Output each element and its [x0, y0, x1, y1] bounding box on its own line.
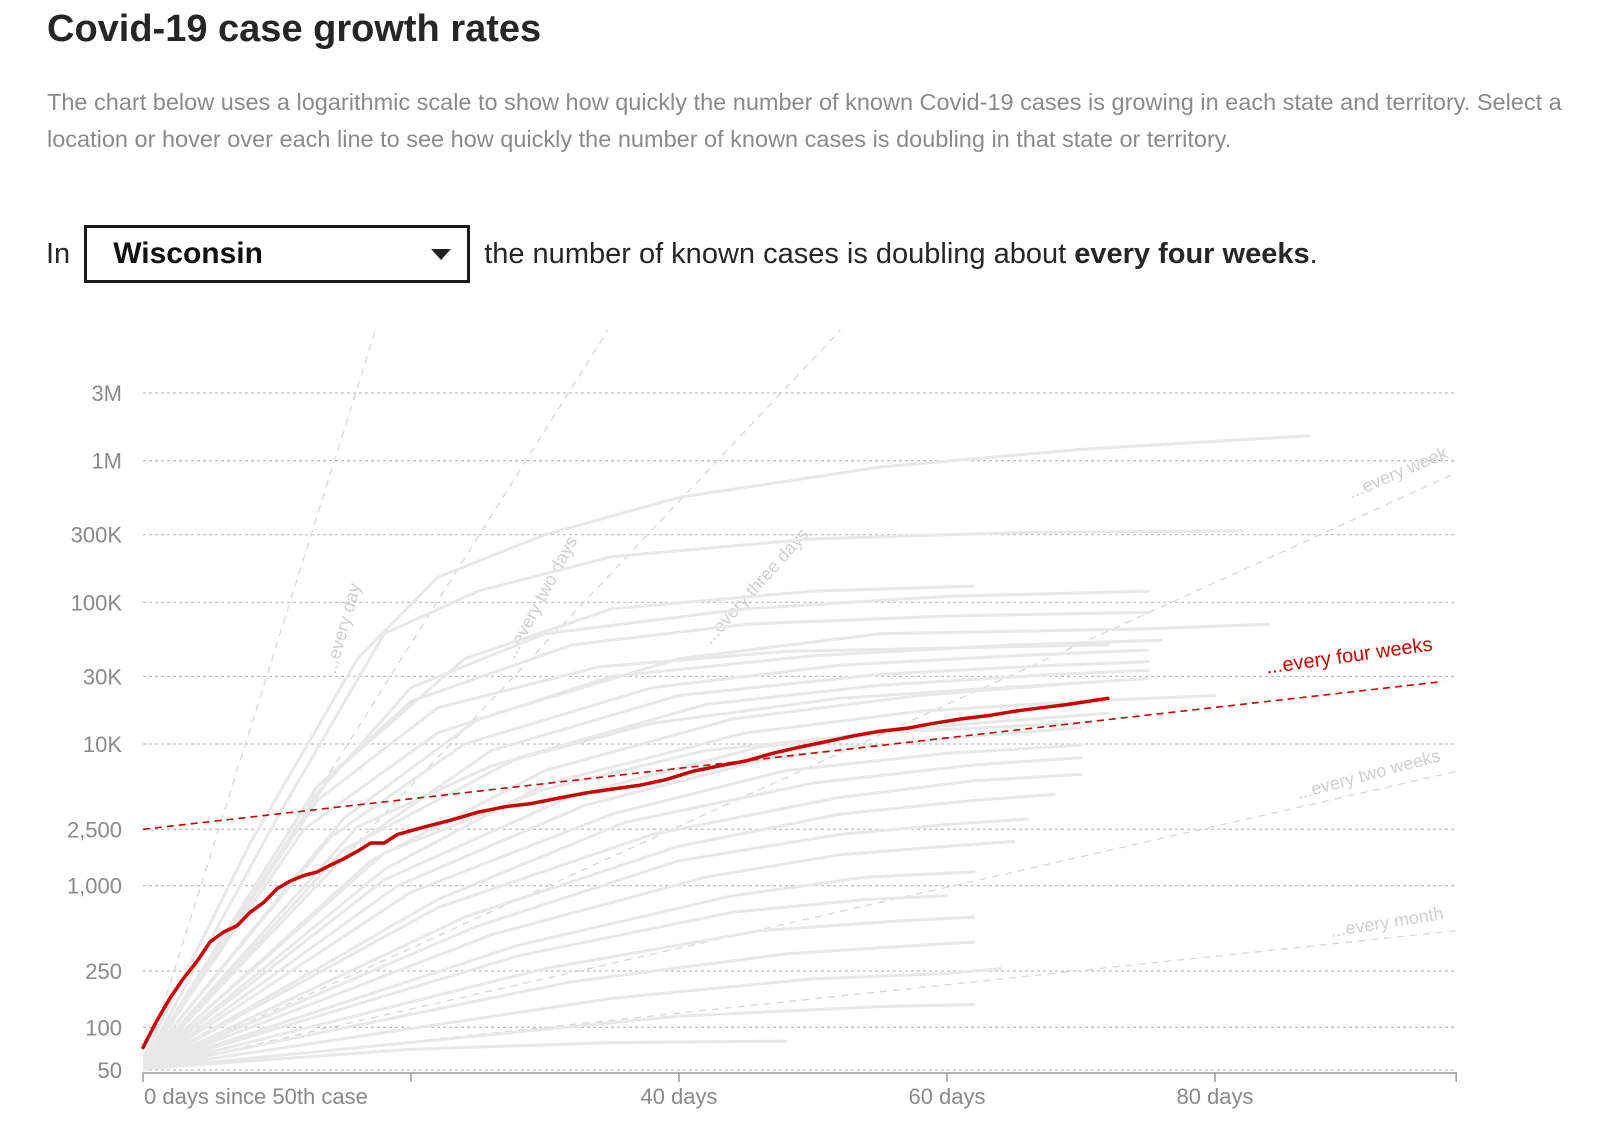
location-dropdown[interactable]: Wisconsin	[84, 225, 471, 283]
background-series-line[interactable]	[143, 681, 1083, 1068]
reference-lines	[143, 330, 1457, 1071]
sentence-suffix: .	[1309, 237, 1318, 270]
background-series-line[interactable]	[143, 756, 1083, 1071]
chart-description: The chart below uses a logarithmic scale…	[47, 89, 1562, 152]
background-series-line[interactable]	[143, 622, 1271, 1066]
highlight-series-line[interactable]	[141, 696, 1110, 1050]
x-tick-label: 0 days since 50th case	[144, 1084, 368, 1109]
y-tick-label: 100K	[71, 590, 123, 615]
reference-line	[143, 472, 1457, 1071]
y-tick-label: 1,000	[67, 874, 122, 899]
background-series-line[interactable]	[143, 870, 976, 1071]
chevron-down-icon	[431, 248, 452, 260]
y-tick-label: 1M	[91, 449, 122, 474]
location-sentence: In Wisconsin the number of known cases i…	[46, 224, 1318, 284]
background-series-line[interactable]	[143, 1003, 976, 1071]
background-series-line[interactable]	[143, 793, 1056, 1071]
background-series-line[interactable]	[143, 726, 1083, 1071]
background-series-line[interactable]	[143, 643, 1110, 1066]
highlight-series-group	[141, 696, 1110, 1050]
y-tick-label: 250	[85, 959, 122, 984]
background-series-line[interactable]	[143, 529, 1244, 1066]
gridlines: 3M 1M 300K 100K 30K 10K 2,500 1,000 250 100 50	[67, 381, 1457, 1083]
background-series-line[interactable]	[143, 817, 1029, 1071]
growth-rate-chart: 3M 1M 300K 100K 30K 10K 2,500 1,000 250 100 50 ...…	[67, 330, 1457, 1109]
background-series-line[interactable]	[143, 648, 1150, 1066]
reference-line	[143, 770, 1457, 1071]
background-series-line[interactable]	[143, 894, 949, 1071]
background-series-line[interactable]	[143, 840, 1016, 1071]
background-series	[143, 434, 1311, 1071]
background-series-line[interactable]	[143, 940, 976, 1071]
background-series-line[interactable]	[143, 669, 1150, 1070]
background-series-line[interactable]	[143, 772, 1083, 1071]
background-series-line[interactable]	[143, 721, 1083, 1068]
highlight-reference-label: ...every four weeks	[1265, 633, 1434, 678]
background-series-line[interactable]	[143, 1039, 788, 1071]
background-series-line[interactable]	[143, 584, 976, 1066]
y-tick-label: 100	[85, 1015, 122, 1040]
background-series-line[interactable]	[143, 743, 1083, 1071]
y-tick-label: 50	[98, 1058, 122, 1083]
reference-line	[143, 330, 377, 1071]
background-series-line[interactable]	[143, 711, 1110, 1070]
sentence-prefix: In	[46, 237, 71, 270]
reference-line-label: ...every month	[1329, 903, 1445, 941]
highlight-reference-line	[142, 680, 1443, 831]
background-series-line[interactable]	[143, 638, 1163, 1066]
y-tick-label: 3M	[91, 381, 122, 406]
y-tick-label: 2,500	[67, 817, 122, 842]
background-series-line[interactable]	[143, 434, 1311, 1061]
x-tick-label: 80 days	[1176, 1084, 1253, 1109]
doubling-rate: every four weeks	[1074, 237, 1310, 270]
y-tick-label: 10K	[83, 732, 122, 757]
chart-title: Covid-19 case growth rates	[47, 8, 542, 50]
x-axis: 0 days since 50th case 40 days 60 days 80 d…	[142, 1072, 1457, 1109]
y-tick-label: 300K	[71, 523, 123, 548]
sentence-middle: the number of known cases is doubling ab…	[484, 237, 1067, 270]
background-series-line[interactable]	[143, 610, 1150, 1066]
y-tick-label: 30K	[83, 664, 122, 689]
reference-line-label: ...every two weeks	[1294, 745, 1442, 803]
location-dropdown-value: Wisconsin	[113, 237, 263, 270]
x-tick-label: 60 days	[908, 1084, 985, 1109]
x-tick-label: 40 days	[640, 1084, 717, 1109]
background-series-line[interactable]	[143, 915, 976, 1071]
background-series-line[interactable]	[143, 967, 1003, 1071]
reference-labels: ...every day ...every two days ...every th…	[320, 442, 1451, 941]
reference-line-label: ...every day	[320, 581, 365, 676]
reference-line-label: ...every week	[1345, 442, 1451, 502]
